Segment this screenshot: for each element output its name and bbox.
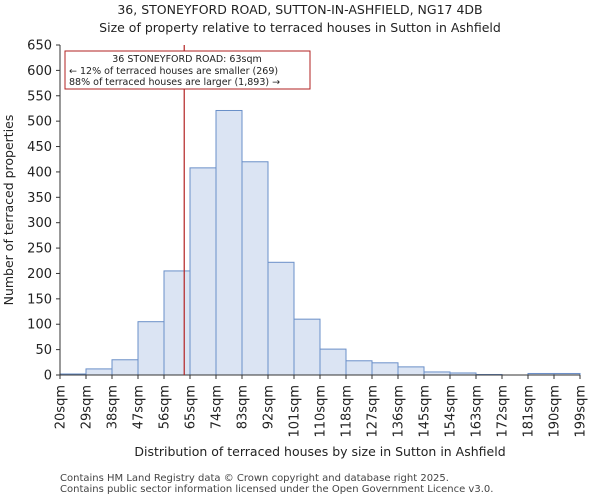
chart-subtitle: Size of property relative to terraced ho… (99, 20, 501, 35)
bar-136sqm (397, 366, 425, 376)
y-tick-label: 50 (35, 343, 52, 358)
footer-copyright: Contains HM Land Registry data © Crown c… (60, 473, 449, 484)
annotation-title: 36 STONEYFORD ROAD: 63sqm (112, 54, 261, 65)
x-tick-label: 163sqm (470, 385, 485, 438)
x-tick-label: 92sqm (262, 385, 277, 429)
y-tick-label: 200 (27, 267, 52, 282)
x-tick-label: 47sqm (132, 385, 147, 429)
y-tick-label: 550 (27, 89, 52, 104)
x-tick-label: 65sqm (184, 385, 199, 429)
x-tick-label: 118sqm (340, 385, 355, 438)
bar-92sqm (267, 261, 295, 376)
annotation-larger: 88% of terraced houses are larger (1,893… (69, 77, 280, 88)
y-tick-label: 450 (27, 140, 52, 155)
bar-110sqm (319, 348, 347, 376)
x-axis-title: Distribution of terraced houses by size … (134, 444, 505, 459)
bar-38sqm (111, 359, 139, 376)
x-tick-label: 56sqm (158, 385, 173, 429)
x-tick-label: 38sqm (106, 385, 121, 429)
x-tick-label: 199sqm (574, 385, 589, 438)
x-tick-label: 83sqm (236, 385, 251, 429)
footer-licence: Contains public sector information licen… (60, 484, 494, 495)
bar-29sqm (85, 368, 113, 376)
bar-65sqm (189, 167, 217, 376)
x-tick-label: 74sqm (210, 385, 225, 429)
y-tick-label: 400 (27, 165, 52, 180)
y-tick-label: 500 (27, 115, 52, 130)
histogram-chart: 0 50 100 150 200 250 300 350 400 450 500 550 600 650 2… (1, 39, 589, 460)
bar-83sqm (241, 161, 269, 376)
bar-127sqm (371, 362, 399, 376)
x-tick-label: 145sqm (418, 385, 433, 438)
x-tick-label: 190sqm (548, 385, 563, 438)
x-tick-label: 127sqm (366, 385, 381, 438)
y-tick-label: 150 (27, 292, 52, 307)
annotation-box (64, 50, 311, 90)
annotation-smaller: ← 12% of terraced houses are smaller (26… (69, 66, 278, 77)
y-tick-label: 350 (27, 191, 52, 206)
bar-101sqm (293, 318, 321, 376)
x-tick-label: 154sqm (444, 385, 459, 438)
y-tick-label: 300 (27, 216, 52, 231)
chart-title: 36, STONEYFORD ROAD, SUTTON-IN-ASHFIELD,… (117, 2, 483, 17)
x-tick-label: 101sqm (288, 385, 303, 438)
bar-56sqm (163, 270, 191, 376)
y-tick-label: 0 (44, 369, 52, 384)
bar-74sqm (215, 109, 243, 376)
bar-118sqm (345, 360, 373, 376)
y-axis-title: Number of terraced properties (1, 115, 16, 306)
x-tick-label: 29sqm (80, 385, 95, 429)
x-tick-label: 110sqm (314, 385, 329, 438)
x-tick-label: 172sqm (496, 385, 511, 438)
y-tick-label: 100 (27, 318, 52, 333)
y-tick-label: 600 (27, 64, 52, 79)
x-tick-label: 20sqm (54, 385, 69, 429)
x-tick-label: 181sqm (522, 385, 537, 438)
y-tick-label: 650 (27, 39, 52, 54)
x-tick-label: 136sqm (392, 385, 407, 438)
y-tick-label: 250 (27, 242, 52, 257)
bar-47sqm (137, 321, 165, 376)
